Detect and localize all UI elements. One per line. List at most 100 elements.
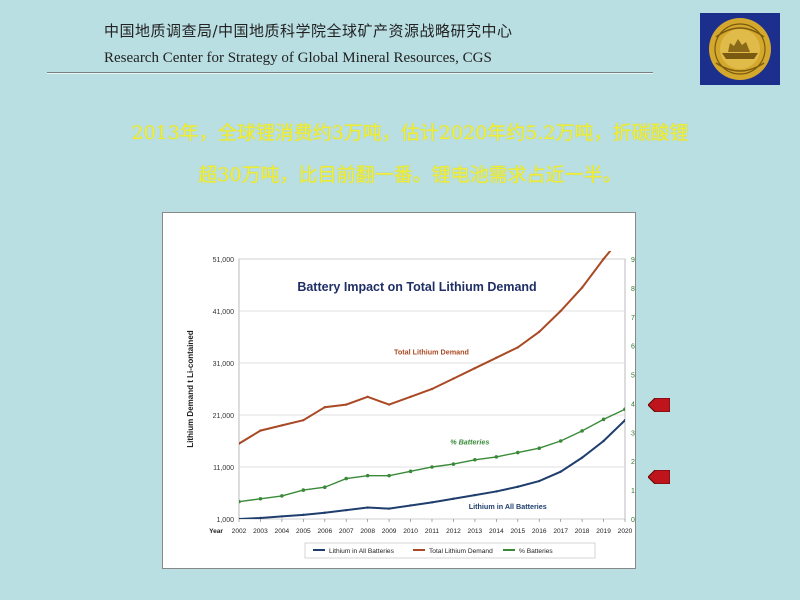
chart-title: Battery Impact on Total Lithium Demand (297, 280, 536, 294)
x-tick-label: 2018 (575, 528, 590, 535)
series-point (515, 450, 520, 455)
x-tick-label: 2015 (510, 528, 525, 535)
legend-entry: % Batteries (519, 548, 553, 555)
series-point (322, 485, 327, 490)
series-point (387, 507, 391, 510)
series-point (580, 286, 584, 289)
series-point (239, 499, 241, 504)
series-point (280, 515, 284, 518)
series-point (580, 456, 584, 459)
series-point (302, 419, 305, 422)
header-divider (47, 72, 653, 74)
headline-line-1: 2013年，全球锂消费约3万吨，估计2020年约5.2万吨，折碳酸锂 (131, 122, 689, 144)
series-point (580, 429, 584, 433)
series-point (258, 496, 263, 501)
series-point (601, 417, 606, 422)
series-point (623, 419, 625, 422)
series-point (473, 493, 477, 497)
y2-tick-label: 20% (631, 459, 635, 466)
org-name-chinese: 中国地质调查局/中国地质科学院全球矿产资源战略研究中心 (104, 22, 513, 40)
x-tick-label: 2020 (618, 528, 633, 535)
legend-entry: Lithium in All Batteries (329, 548, 395, 555)
y-tick-label: 31,000 (213, 361, 235, 368)
series-point (494, 455, 499, 459)
headline-line-2: 超30万吨，比目前翻一番。锂电池需求占近一半。 (198, 164, 622, 186)
series-annotation: Total Lithium Demand (394, 348, 469, 357)
series-point (344, 476, 349, 481)
series-point (366, 395, 369, 398)
series-point (602, 439, 605, 443)
series-point (239, 517, 241, 519)
x-tick-label: 2014 (489, 528, 504, 535)
y-tick-label: 51,000 (213, 257, 235, 264)
lithium-demand-chart: 51,000 41,000 31,000 21,000 11,000 1,000 90% 80… (162, 212, 636, 569)
red-arrow-marker-icon (648, 398, 670, 412)
legend-entry: Total Lithium Demand (429, 548, 493, 555)
y-tick-label: 11,000 (213, 465, 234, 472)
y-tick-label: 41,000 (213, 309, 235, 316)
y2-tick-label: 10% (631, 488, 635, 495)
y-tick-label: 21,000 (213, 413, 235, 420)
x-tick-label: 2004 (275, 528, 290, 535)
y2-tick-label: 60% (631, 344, 635, 351)
y2-tick-label: 30% (631, 430, 635, 437)
series-point (366, 506, 369, 509)
cgs-emblem-icon (700, 13, 780, 85)
x-tick-label: 2002 (232, 528, 247, 535)
red-arrow-marker-icon (648, 470, 670, 484)
series-point (623, 407, 625, 412)
y2-tick-label: 0% (631, 517, 635, 524)
series-point (365, 473, 370, 478)
series-point (495, 356, 498, 359)
y2-tick-label: 50% (631, 373, 635, 380)
series-point (387, 403, 391, 406)
series-point (259, 429, 262, 432)
x-tick-label: 2011 (425, 528, 440, 535)
x-tick-label: 2017 (553, 528, 568, 535)
y2-tick-label: 40% (631, 401, 635, 408)
x-tick-label: 2009 (382, 528, 397, 535)
series-point (473, 457, 477, 462)
series-point (430, 501, 434, 504)
series-point (323, 406, 326, 409)
series-annotation: % Batteries (450, 438, 489, 447)
series-point (259, 516, 262, 519)
series-point (409, 504, 412, 507)
series-point (473, 367, 477, 370)
x-tick-label: 2006 (317, 528, 332, 535)
y2-tick-label: 80% (631, 286, 635, 293)
x-axis-prefix: Year (209, 528, 223, 535)
series-point (387, 473, 391, 478)
chart-canvas: 51,000 41,000 31,000 21,000 11,000 1,000 90% 80… (186, 251, 635, 559)
x-tick-label: 2013 (468, 528, 483, 535)
series-point (408, 469, 413, 474)
series-point (538, 330, 541, 333)
x-tick-label: 2012 (446, 528, 461, 535)
y2-tick-label: 90% (631, 257, 635, 264)
series-point (602, 257, 605, 261)
series-point (495, 490, 498, 493)
series-point (302, 513, 305, 517)
x-tick-label: 2016 (532, 528, 547, 535)
x-tick-label: 2019 (596, 528, 611, 535)
series-point (345, 403, 348, 406)
series-annotation: Lithium in All Batteries (469, 502, 547, 511)
series-point (239, 442, 241, 445)
series-point (559, 309, 562, 313)
series-point (409, 395, 412, 398)
headline: 2013年，全球锂消费约3万吨，估计2020年约5.2万吨，折碳酸锂 超30万吨… (30, 112, 790, 196)
x-tick-label: 2003 (253, 528, 268, 535)
legend-box (304, 542, 596, 559)
series-point (323, 511, 326, 514)
series-point (430, 465, 434, 469)
series-point (451, 462, 456, 466)
series-point (516, 346, 519, 349)
y-tick-label: 1,000 (216, 517, 234, 524)
y-axis-label: Lithium Demand t Li-contained (186, 330, 195, 447)
series-point (430, 387, 434, 391)
x-tick-label: 2005 (296, 528, 311, 535)
series-point (301, 488, 306, 492)
series-point (345, 508, 348, 512)
series-point (280, 424, 284, 427)
x-tick-label: 2008 (360, 528, 375, 535)
